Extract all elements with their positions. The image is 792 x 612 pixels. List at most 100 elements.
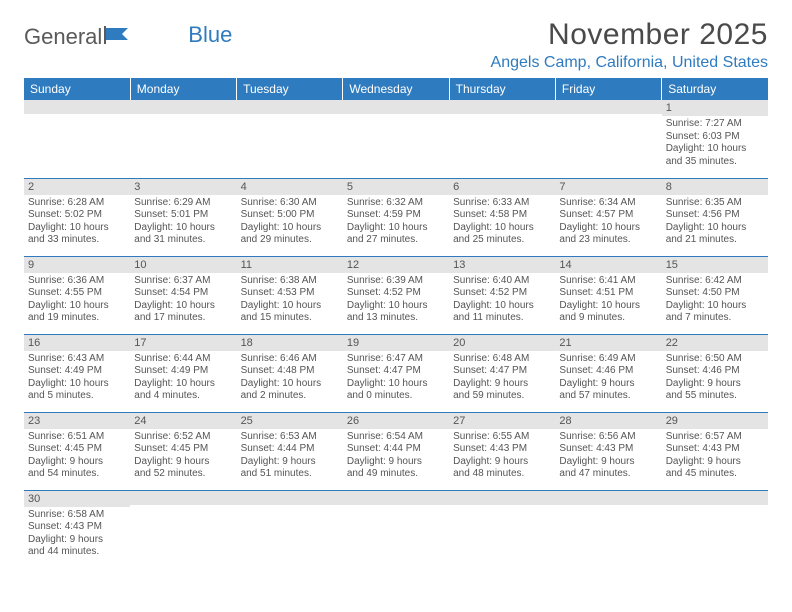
day-number: 29 xyxy=(662,413,768,429)
day-number: 11 xyxy=(237,257,343,273)
calendar-day: 14Sunrise: 6:41 AMSunset: 4:51 PMDayligh… xyxy=(555,256,661,334)
logo-flag-icon xyxy=(104,24,130,50)
calendar-day: 29Sunrise: 6:57 AMSunset: 4:43 PMDayligh… xyxy=(662,412,768,490)
calendar-day-empty xyxy=(343,100,449,178)
calendar-day: 23Sunrise: 6:51 AMSunset: 4:45 PMDayligh… xyxy=(24,412,130,490)
calendar-day: 27Sunrise: 6:55 AMSunset: 4:43 PMDayligh… xyxy=(449,412,555,490)
calendar-day-empty xyxy=(24,100,130,178)
day-number: 15 xyxy=(662,257,768,273)
calendar-day: 22Sunrise: 6:50 AMSunset: 4:46 PMDayligh… xyxy=(662,334,768,412)
calendar-day: 13Sunrise: 6:40 AMSunset: 4:52 PMDayligh… xyxy=(449,256,555,334)
calendar-day: 17Sunrise: 6:44 AMSunset: 4:49 PMDayligh… xyxy=(130,334,236,412)
day-details: Sunrise: 6:28 AMSunset: 5:02 PMDaylight:… xyxy=(24,195,130,250)
day-number xyxy=(449,491,555,505)
day-number: 30 xyxy=(24,491,130,507)
day-number: 10 xyxy=(130,257,236,273)
day-details: Sunrise: 6:51 AMSunset: 4:45 PMDaylight:… xyxy=(24,429,130,484)
month-title: November 2025 xyxy=(491,18,768,52)
calendar-week: 30Sunrise: 6:58 AMSunset: 4:43 PMDayligh… xyxy=(24,490,768,568)
logo: General Blue xyxy=(24,18,232,50)
day-details: Sunrise: 6:38 AMSunset: 4:53 PMDaylight:… xyxy=(237,273,343,328)
calendar-day-empty xyxy=(237,100,343,178)
calendar-day: 16Sunrise: 6:43 AMSunset: 4:49 PMDayligh… xyxy=(24,334,130,412)
day-details: Sunrise: 6:46 AMSunset: 4:48 PMDaylight:… xyxy=(237,351,343,406)
weekday-header: Saturday xyxy=(662,78,768,100)
day-details: Sunrise: 6:36 AMSunset: 4:55 PMDaylight:… xyxy=(24,273,130,328)
calendar-week: 1Sunrise: 7:27 AMSunset: 6:03 PMDaylight… xyxy=(24,100,768,178)
calendar-day: 28Sunrise: 6:56 AMSunset: 4:43 PMDayligh… xyxy=(555,412,661,490)
calendar-day: 30Sunrise: 6:58 AMSunset: 4:43 PMDayligh… xyxy=(24,490,130,568)
day-number: 14 xyxy=(555,257,661,273)
calendar-body: 1Sunrise: 7:27 AMSunset: 6:03 PMDaylight… xyxy=(24,100,768,568)
weekday-header: Monday xyxy=(130,78,236,100)
title-block: November 2025 Angels Camp, California, U… xyxy=(491,18,768,72)
calendar-day-empty xyxy=(555,490,661,568)
calendar-day: 6Sunrise: 6:33 AMSunset: 4:58 PMDaylight… xyxy=(449,178,555,256)
day-number: 6 xyxy=(449,179,555,195)
logo-text-1: General xyxy=(24,24,102,50)
calendar-day: 9Sunrise: 6:36 AMSunset: 4:55 PMDaylight… xyxy=(24,256,130,334)
calendar-day-empty xyxy=(662,490,768,568)
day-details: Sunrise: 6:30 AMSunset: 5:00 PMDaylight:… xyxy=(237,195,343,250)
day-details: Sunrise: 6:55 AMSunset: 4:43 PMDaylight:… xyxy=(449,429,555,484)
day-details: Sunrise: 6:43 AMSunset: 4:49 PMDaylight:… xyxy=(24,351,130,406)
day-number xyxy=(130,100,236,114)
weekday-header: Wednesday xyxy=(343,78,449,100)
calendar-day: 10Sunrise: 6:37 AMSunset: 4:54 PMDayligh… xyxy=(130,256,236,334)
calendar-day: 21Sunrise: 6:49 AMSunset: 4:46 PMDayligh… xyxy=(555,334,661,412)
day-details: Sunrise: 6:39 AMSunset: 4:52 PMDaylight:… xyxy=(343,273,449,328)
calendar-day: 7Sunrise: 6:34 AMSunset: 4:57 PMDaylight… xyxy=(555,178,661,256)
calendar-day: 3Sunrise: 6:29 AMSunset: 5:01 PMDaylight… xyxy=(130,178,236,256)
header: General Blue November 2025 Angels Camp, … xyxy=(24,18,768,72)
weekday-row: SundayMondayTuesdayWednesdayThursdayFrid… xyxy=(24,78,768,100)
calendar-day: 26Sunrise: 6:54 AMSunset: 4:44 PMDayligh… xyxy=(343,412,449,490)
calendar-week: 16Sunrise: 6:43 AMSunset: 4:49 PMDayligh… xyxy=(24,334,768,412)
day-number: 4 xyxy=(237,179,343,195)
day-number: 21 xyxy=(555,335,661,351)
day-number: 12 xyxy=(343,257,449,273)
calendar-day: 11Sunrise: 6:38 AMSunset: 4:53 PMDayligh… xyxy=(237,256,343,334)
day-number: 1 xyxy=(662,100,768,116)
day-details: Sunrise: 6:32 AMSunset: 4:59 PMDaylight:… xyxy=(343,195,449,250)
day-details: Sunrise: 6:50 AMSunset: 4:46 PMDaylight:… xyxy=(662,351,768,406)
day-number: 18 xyxy=(237,335,343,351)
day-details: Sunrise: 6:53 AMSunset: 4:44 PMDaylight:… xyxy=(237,429,343,484)
day-details: Sunrise: 6:57 AMSunset: 4:43 PMDaylight:… xyxy=(662,429,768,484)
calendar-head: SundayMondayTuesdayWednesdayThursdayFrid… xyxy=(24,78,768,100)
day-details: Sunrise: 6:58 AMSunset: 4:43 PMDaylight:… xyxy=(24,507,130,562)
calendar-day-empty xyxy=(130,490,236,568)
calendar-day: 20Sunrise: 6:48 AMSunset: 4:47 PMDayligh… xyxy=(449,334,555,412)
day-number: 16 xyxy=(24,335,130,351)
day-number: 8 xyxy=(662,179,768,195)
day-number xyxy=(237,100,343,114)
day-number: 19 xyxy=(343,335,449,351)
day-number xyxy=(555,100,661,114)
day-details: Sunrise: 6:54 AMSunset: 4:44 PMDaylight:… xyxy=(343,429,449,484)
day-number: 7 xyxy=(555,179,661,195)
calendar-day: 15Sunrise: 6:42 AMSunset: 4:50 PMDayligh… xyxy=(662,256,768,334)
calendar-week: 2Sunrise: 6:28 AMSunset: 5:02 PMDaylight… xyxy=(24,178,768,256)
day-details: Sunrise: 6:29 AMSunset: 5:01 PMDaylight:… xyxy=(130,195,236,250)
calendar-week: 23Sunrise: 6:51 AMSunset: 4:45 PMDayligh… xyxy=(24,412,768,490)
calendar-page: General Blue November 2025 Angels Camp, … xyxy=(0,0,792,568)
weekday-header: Sunday xyxy=(24,78,130,100)
calendar-table: SundayMondayTuesdayWednesdayThursdayFrid… xyxy=(24,78,768,568)
location: Angels Camp, California, United States xyxy=(491,54,768,72)
day-details: Sunrise: 6:42 AMSunset: 4:50 PMDaylight:… xyxy=(662,273,768,328)
weekday-header: Thursday xyxy=(449,78,555,100)
day-details: Sunrise: 6:49 AMSunset: 4:46 PMDaylight:… xyxy=(555,351,661,406)
weekday-header: Friday xyxy=(555,78,661,100)
day-number: 25 xyxy=(237,413,343,429)
calendar-day: 24Sunrise: 6:52 AMSunset: 4:45 PMDayligh… xyxy=(130,412,236,490)
day-details: Sunrise: 6:44 AMSunset: 4:49 PMDaylight:… xyxy=(130,351,236,406)
calendar-day: 8Sunrise: 6:35 AMSunset: 4:56 PMDaylight… xyxy=(662,178,768,256)
calendar-day: 18Sunrise: 6:46 AMSunset: 4:48 PMDayligh… xyxy=(237,334,343,412)
calendar-day-empty xyxy=(237,490,343,568)
calendar-day-empty xyxy=(555,100,661,178)
day-number: 24 xyxy=(130,413,236,429)
day-details: Sunrise: 6:37 AMSunset: 4:54 PMDaylight:… xyxy=(130,273,236,328)
day-number xyxy=(237,491,343,505)
calendar-day: 2Sunrise: 6:28 AMSunset: 5:02 PMDaylight… xyxy=(24,178,130,256)
day-number: 5 xyxy=(343,179,449,195)
calendar-week: 9Sunrise: 6:36 AMSunset: 4:55 PMDaylight… xyxy=(24,256,768,334)
